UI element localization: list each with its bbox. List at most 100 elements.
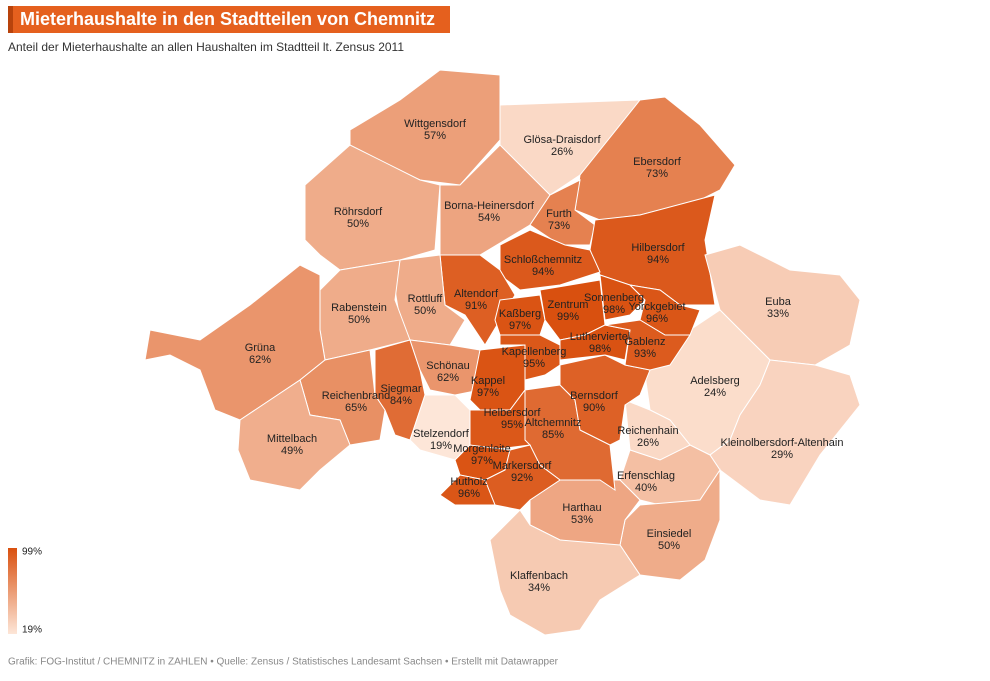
district-value: 33% bbox=[767, 308, 789, 320]
district bbox=[439, 474, 496, 506]
district bbox=[237, 379, 351, 491]
district-name: Mittelbach bbox=[267, 433, 317, 445]
district-value: 94% bbox=[532, 266, 554, 278]
district-name: Klaffenbach bbox=[510, 570, 568, 582]
district-name: Morgenleite bbox=[453, 443, 510, 455]
district-value: 97% bbox=[471, 455, 493, 467]
district-name: Gablenz bbox=[625, 336, 666, 348]
district-name: Altendorf bbox=[454, 288, 499, 300]
district-value: 94% bbox=[647, 254, 669, 266]
district-value: 90% bbox=[583, 402, 605, 414]
subtitle: Anteil der Mieterhaushalte an allen Haus… bbox=[8, 40, 404, 54]
title-box bbox=[8, 6, 450, 33]
district-value: 98% bbox=[589, 343, 611, 355]
district-name: Yorckgebiet bbox=[628, 301, 685, 313]
district bbox=[604, 319, 691, 371]
title: Mieterhaushalte in den Stadtteilen von C… bbox=[20, 9, 435, 29]
district-value: 62% bbox=[437, 372, 459, 384]
district-value: 73% bbox=[646, 168, 668, 180]
district-name: Kaßberg bbox=[499, 308, 541, 320]
district-name: Sonnenberg bbox=[584, 292, 644, 304]
district-name: Wittgensdorf bbox=[404, 118, 467, 130]
district-name: Reichenbrand bbox=[322, 390, 391, 402]
district-name: Stelzendorf bbox=[413, 428, 470, 440]
district-name: Furth bbox=[546, 208, 572, 220]
district-name: Erfenschlag bbox=[617, 470, 675, 482]
district-name: Kleinolbersdorf-Altenhain bbox=[721, 437, 844, 449]
district-value: 50% bbox=[658, 540, 680, 552]
district-name: Lutherviertel bbox=[570, 331, 631, 343]
district bbox=[499, 334, 561, 381]
district-name: Röhrsdorf bbox=[334, 206, 383, 218]
district-name: Harthau bbox=[562, 502, 601, 514]
district bbox=[489, 509, 641, 636]
legend-max: 99% bbox=[22, 547, 42, 558]
district-value: 57% bbox=[424, 130, 446, 142]
district-name: Altchemnitz bbox=[525, 417, 582, 429]
district-value: 92% bbox=[511, 472, 533, 484]
district-value: 50% bbox=[348, 314, 370, 326]
district-value: 26% bbox=[637, 437, 659, 449]
district-name: Zentrum bbox=[548, 299, 589, 311]
district-value: 53% bbox=[571, 514, 593, 526]
district-value: 97% bbox=[509, 320, 531, 332]
district-value: 96% bbox=[458, 488, 480, 500]
district-name: Reichenhain bbox=[617, 425, 678, 437]
district-value: 50% bbox=[414, 305, 436, 317]
district-value: 97% bbox=[477, 387, 499, 399]
district bbox=[709, 359, 861, 506]
district-value: 73% bbox=[548, 220, 570, 232]
district-name: Glösa-Draisdorf bbox=[523, 134, 601, 146]
district-value: 84% bbox=[390, 395, 412, 407]
district-name: Bernsdorf bbox=[570, 390, 619, 402]
legend-gradient bbox=[8, 548, 17, 634]
district-name: Rottluff bbox=[408, 293, 444, 305]
district bbox=[304, 144, 441, 271]
district-value: 95% bbox=[501, 419, 523, 431]
district-value: 62% bbox=[249, 354, 271, 366]
district-value: 49% bbox=[281, 445, 303, 457]
district bbox=[409, 339, 481, 396]
district-name: Einsiedel bbox=[647, 528, 692, 540]
district-value: 85% bbox=[542, 429, 564, 441]
district-name: Helbersdorf bbox=[484, 407, 542, 419]
district-value: 98% bbox=[603, 304, 625, 316]
district-name: Schönau bbox=[426, 360, 469, 372]
district-name: Kapellenberg bbox=[502, 346, 567, 358]
district-name: Grüna bbox=[245, 342, 276, 354]
district-name: Hilbersdorf bbox=[631, 242, 685, 254]
map bbox=[144, 69, 861, 636]
district-name: Borna-Heinersdorf bbox=[444, 200, 535, 212]
district-value: 91% bbox=[465, 300, 487, 312]
district bbox=[499, 229, 601, 291]
district-name: Hutholz bbox=[450, 476, 487, 488]
district-name: Adelsberg bbox=[690, 375, 740, 387]
district-value: 24% bbox=[704, 387, 726, 399]
district bbox=[599, 274, 646, 321]
district-value: 29% bbox=[771, 449, 793, 461]
title-accent bbox=[8, 6, 13, 33]
district-name: Ebersdorf bbox=[633, 156, 682, 168]
district-value: 99% bbox=[557, 311, 579, 323]
district bbox=[494, 294, 546, 336]
district bbox=[484, 444, 561, 511]
district-value: 19% bbox=[430, 440, 452, 452]
legend-min: 19% bbox=[22, 625, 42, 636]
district-value: 50% bbox=[347, 218, 369, 230]
district-name: Siegmar bbox=[381, 383, 422, 395]
district-value: 54% bbox=[478, 212, 500, 224]
district-name: Euba bbox=[765, 296, 792, 308]
district-value: 96% bbox=[646, 313, 668, 325]
district-value: 65% bbox=[345, 402, 367, 414]
footer: Grafik: FOG-Institut / CHEMNITZ in ZAHLE… bbox=[8, 657, 559, 668]
district-name: Rabenstein bbox=[331, 302, 387, 314]
district-value: 95% bbox=[523, 358, 545, 370]
district bbox=[574, 96, 736, 221]
district-name: Markersdorf bbox=[493, 460, 553, 472]
district bbox=[559, 354, 651, 446]
district-value: 93% bbox=[634, 348, 656, 360]
district-value: 40% bbox=[635, 482, 657, 494]
district-value: 26% bbox=[551, 146, 573, 158]
